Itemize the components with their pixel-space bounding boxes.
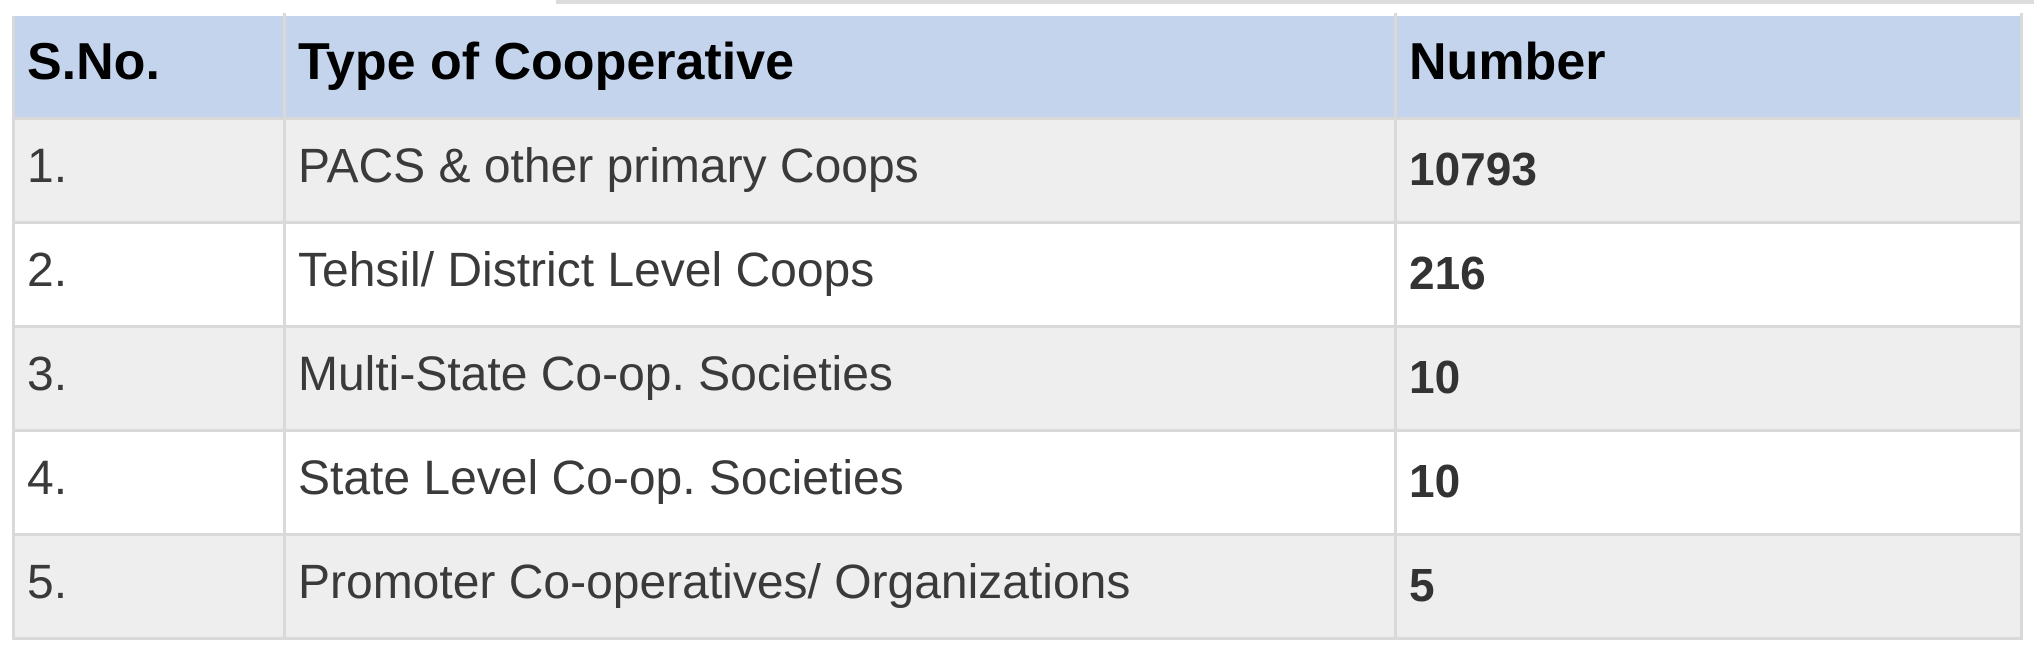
cell-number: 5	[1394, 533, 2023, 640]
cell-number: 10	[1394, 325, 2023, 432]
cell-number: 216	[1394, 221, 2023, 328]
table-header-row: S.No. Type of Cooperative Number	[12, 13, 2023, 120]
cell-number: 10	[1394, 429, 2023, 536]
cell-sno: 2.	[12, 221, 286, 328]
cell-type: Multi-State Co-op. Societies	[283, 325, 1397, 432]
cell-sno: 5.	[12, 533, 286, 640]
cell-number: 10793	[1394, 117, 2023, 224]
header-cell-type: Type of Cooperative	[283, 13, 1397, 120]
table-row: 4. State Level Co-op. Societies 10	[12, 429, 2023, 536]
cell-sno: 4.	[12, 429, 286, 536]
cell-sno: 3.	[12, 325, 286, 432]
table-row: 2. Tehsil/ District Level Coops 216	[12, 221, 2023, 328]
header-cell-sno: S.No.	[12, 13, 286, 120]
cell-type: Promoter Co-operatives/ Organizations	[283, 533, 1397, 640]
table-row: 1. PACS & other primary Coops 10793	[12, 117, 2023, 224]
top-divider	[556, 0, 2034, 4]
cell-type: PACS & other primary Coops	[283, 117, 1397, 224]
table-row: 5. Promoter Co-operatives/ Organizations…	[12, 533, 2023, 640]
table-row: 3. Multi-State Co-op. Societies 10	[12, 325, 2023, 432]
cell-sno: 1.	[12, 117, 286, 224]
cell-type: Tehsil/ District Level Coops	[283, 221, 1397, 328]
cell-type: State Level Co-op. Societies	[283, 429, 1397, 536]
cooperatives-table: S.No. Type of Cooperative Number 1. PACS…	[12, 13, 2023, 640]
header-cell-number: Number	[1394, 13, 2023, 120]
